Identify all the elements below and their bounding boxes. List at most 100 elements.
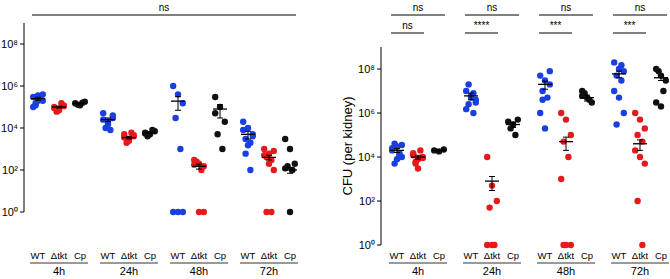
error-cap [35,100,41,101]
comparison-label: *** [624,20,636,31]
group-line [389,263,447,264]
point [632,110,638,116]
point [512,132,518,138]
error-cap [658,75,664,76]
error-cap [563,137,569,138]
y-tick [377,69,381,70]
mean-line [485,180,499,181]
point [242,150,248,156]
y-tick [20,128,24,129]
group-line [611,263,669,264]
point [547,68,553,74]
mean-line [52,106,66,107]
comparison-line [613,33,646,34]
y-axis-label: CFU (per kidney) [340,97,355,196]
error-cap [245,131,251,132]
error-bar [492,176,493,190]
error-cap [266,155,272,156]
y-tick [20,86,24,87]
error-cap [542,81,548,82]
mean-line [612,73,626,74]
mean-line [143,132,157,133]
category-label: Δtkt [484,250,501,261]
point [655,68,661,74]
category-label: Δtkt [632,250,649,261]
mean-line [506,124,520,125]
point [240,127,246,133]
error-bar [178,97,179,111]
point [660,88,666,94]
point [271,148,277,154]
group-line [170,263,228,264]
error-cap [637,139,643,140]
point [537,110,543,116]
comparison-label: **** [474,20,490,31]
point [611,59,617,65]
point [271,167,277,173]
point [391,160,397,166]
error-cap [105,117,111,118]
point [399,142,405,148]
group-label: 72h [631,265,649,277]
group-label: 24h [483,265,501,277]
error-cap [637,150,643,151]
point [565,154,571,160]
error-cap [35,97,41,98]
error-cap [658,80,664,81]
point [415,165,421,171]
mean-line [31,98,45,99]
point [417,147,423,153]
point [613,121,619,127]
category-label: Δtkt [410,250,427,261]
y-tick [20,44,24,45]
error-cap [266,159,272,160]
comparison-label: ns [635,2,646,13]
category-label: Cp [581,250,593,261]
group-label: 4h [53,265,65,277]
mean-line [283,169,297,170]
error-cap [126,136,132,137]
error-cap [468,99,474,100]
y-axis [24,23,25,212]
group-line [537,263,595,264]
category-label: Δtkt [558,250,575,261]
error-cap [196,169,202,170]
error-bar [248,131,249,139]
group-label: 72h [260,265,278,277]
point [100,110,106,116]
point [494,198,500,204]
y-axis [381,47,382,245]
comparison-line [465,15,519,16]
error-cap [616,71,622,72]
comparison-label: ns [402,20,413,31]
y-tick [20,212,24,213]
point [201,209,207,215]
y-tick-label: 10² [2,164,18,176]
point [396,152,402,158]
group-line [463,263,521,264]
category-label: WT [171,250,186,261]
mean-line [432,150,446,151]
point [618,77,624,83]
category-label: Cp [507,250,519,261]
point [642,125,648,131]
point [266,160,272,166]
point [621,110,627,116]
point [412,159,418,165]
point [470,110,476,116]
category-label: WT [101,250,116,261]
point [212,110,218,116]
point [287,209,293,215]
mean-line [171,100,185,101]
point [537,72,543,78]
error-bar [640,140,641,150]
point [420,155,426,161]
group-label: 24h [120,265,138,277]
error-bar [566,137,567,150]
y-tick-label: 10⁰ [2,206,18,218]
marks [389,59,669,248]
group-line [240,263,298,264]
point [558,176,564,182]
point [175,91,181,97]
error-cap [468,93,474,94]
